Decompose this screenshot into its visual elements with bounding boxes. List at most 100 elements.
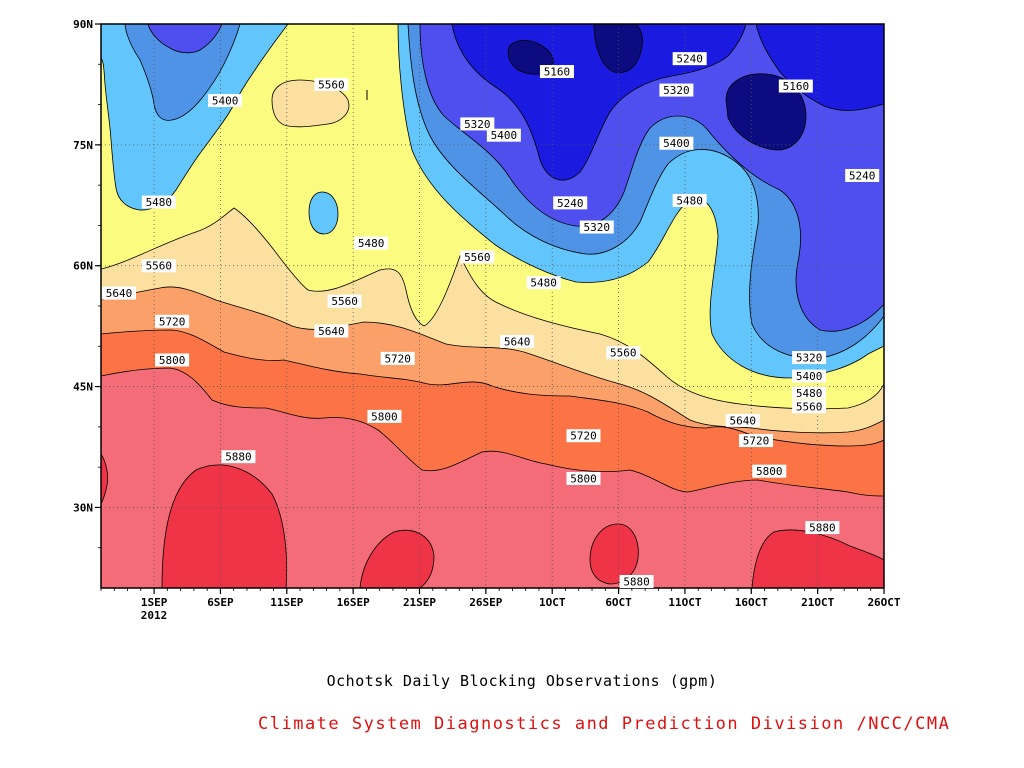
contour-label: 5880 [619,575,654,589]
x-tick-label: 16SEP [337,596,370,609]
contour-label: 5400 [208,94,243,108]
contour-label-text: 5400 [663,137,690,150]
contour-label: 5800 [367,409,402,423]
contour-label-text: 5240 [849,169,876,182]
fill-5800-5880 [101,367,884,588]
x-tick-label: 11SEP [270,596,303,609]
contour-label-bg [566,471,601,485]
contour-label-text: 5560 [331,295,358,308]
contour-label: 5800 [155,353,190,367]
contour-label-text: 5240 [676,53,703,66]
contour-label-bg [805,521,840,535]
contour-label: 5160 [539,65,574,79]
chart-title: Ochotsk Daily Blocking Observations (gpm… [326,672,718,690]
contour-label-bg [354,236,389,250]
x-tick-label: 11OCT [668,596,701,609]
contour-label-text: 5880 [809,522,836,535]
fill-5560-5640-blob [271,79,350,128]
contour-label: 5160 [778,79,813,93]
contour-label-bg [845,168,880,182]
contour-label-text: 5640 [504,335,531,348]
x-tick-label: 26OCT [867,596,900,609]
contour-label-text: 5240 [557,197,584,210]
contour-label: 5240 [672,52,707,66]
contour-label-bg [327,294,362,308]
x-tick-label: 6OCT [605,596,632,609]
contour-label: 5400 [659,136,694,150]
contour-label-bg [725,413,760,427]
contour-label: 5880 [221,450,256,464]
contour-label-bg [367,409,402,423]
contour-label-bg [606,346,641,360]
fill-above-5880-a [161,464,288,588]
contour-label-bg [539,65,574,79]
fill-below-5160-c [725,73,807,151]
contour-label: 5560 [606,346,641,360]
y-tick-label: 75N [73,139,93,152]
x-tick-label: 21OCT [801,596,834,609]
contour-label-text: 5480 [530,277,557,290]
contour-label: 5560 [327,294,362,308]
contour-label-text: 5560 [610,347,637,360]
contour-label-bg [792,400,827,414]
contour-label-text: 5800 [570,472,597,485]
contour-label-text: 5720 [743,435,770,448]
contour-label: 5560 [141,259,176,273]
contour-label-text: 5160 [544,66,571,79]
contour-label-bg [566,429,601,443]
contour-label-bg [778,79,813,93]
contour-labels: 5400 5560 5480 5480 5560 5640 5720 5800 5560 5640… [102,52,880,589]
contour-label-text: 5320 [584,221,611,234]
fill-5160-5240-ne-right [755,24,884,111]
contour-label-bg [141,259,176,273]
contour-label-bg [619,575,654,588]
contour-label-bg [672,52,707,66]
contour-label: 5800 [752,464,787,478]
contour-label-text: 5880 [225,451,252,464]
contour-fills [101,24,884,588]
contour-label-text: 5320 [796,352,823,365]
x-tick-label: 21SEP [403,596,436,609]
contour-label-bg [155,353,190,367]
contour-label-bg [486,128,521,142]
contour-label-bg [221,450,256,464]
contour-label-text: 5720 [570,430,597,443]
contour-label: 5880 [805,521,840,535]
axes: 1SEP 6SEP 11SEP 16SEP 21SEP 26SEP 1OCT 6OCT 11OC… [73,18,901,609]
contour-label-text: 5640 [729,414,756,427]
contour-label-text: 5720 [159,315,186,328]
contour-label-text: 5560 [318,78,345,91]
x-tick-label: 1OCT [539,596,566,609]
contour-label-bg [672,193,707,207]
y-tick-label: 60N [73,260,93,273]
contour-label-bg [380,351,415,365]
contour-label: 5640 [102,286,136,300]
contour-label: 5400 [792,369,827,383]
contour-label-bg [314,324,349,338]
fill-5400-5480-blob [308,191,339,235]
contour-label-bg [579,220,614,234]
contour-label: 5720 [739,434,774,448]
contour-label-bg [102,286,136,300]
contour-label: 5720 [566,429,601,443]
contour-label-text: 5480 [796,387,823,400]
fill-above-5880-c [589,523,639,585]
contour-label: 5480 [354,236,389,250]
contour-label-text: 5320 [464,118,491,131]
contour-label: 5720 [380,351,415,365]
y-tick-label: 90N [73,18,93,31]
chart-credit: Climate System Diagnostics and Predictio… [258,714,951,734]
contour-label-text: 5560 [464,251,491,264]
contour-label: 5480 [792,386,827,400]
contour-label: 5800 [566,471,601,485]
contour-label-text: 5400 [796,370,823,383]
contour-label-bg [752,464,787,478]
fill-above-5880-b [359,530,435,588]
contour-label: 5320 [579,220,614,234]
contour-label-bg [792,369,827,383]
contour-label-bg [526,276,561,290]
contour-label-bg [553,196,588,210]
contour-label: 5560 [460,250,495,264]
contour-label: 5240 [845,168,880,182]
